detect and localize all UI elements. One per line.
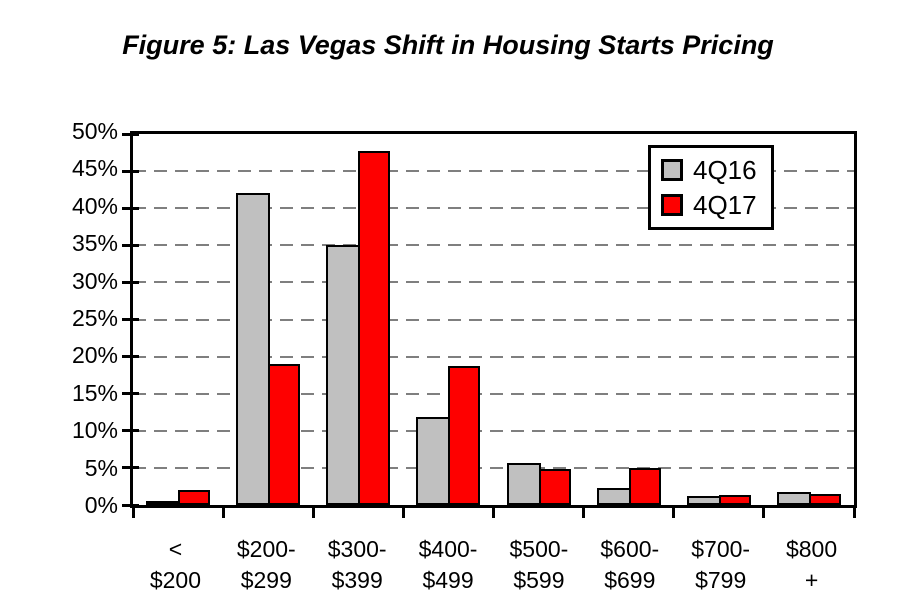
y-axis-label: 40% [71,192,118,219]
gridline [133,207,854,210]
x-category-line1: $800 [785,536,838,562]
legend-item: 4Q16 [661,157,757,183]
y-axis-tick [122,206,139,210]
legend-label: 4Q17 [693,190,757,220]
y-axis-label: 20% [71,342,118,369]
y-axis-label: 25% [71,305,118,331]
legend: 4Q16 4Q17 [648,145,774,230]
bar-4q16 [686,496,721,505]
y-axis-label: 35% [71,230,118,257]
bar-4q16 [236,193,271,505]
x-category-line2: + [804,567,819,593]
bar-4q16 [416,417,451,505]
x-category-line2: $200 [149,567,202,593]
x-category-line1: $400- [418,536,478,562]
y-axis-label: 5% [84,454,118,481]
y-axis-tick [122,169,139,173]
gridline [133,244,854,247]
legend-label: 4Q16 [693,155,757,185]
y-axis-tick [122,243,139,247]
x-category-label: $500- $599 [494,534,585,596]
y-axis-tick [122,355,139,359]
x-axis-labels: < $200 $200- $299 $300- $399 $400- $499 $500- $59… [130,534,857,596]
y-axis-tick [122,466,139,470]
x-category-line2: $599 [513,567,565,593]
bar-4q16 [146,501,181,505]
x-category-label: $600- $699 [584,534,675,596]
x-category-line1: $600- [600,536,660,562]
bar-4q17 [178,490,211,505]
bar-4q16 [326,245,361,505]
x-category-line2: $499 [422,567,474,593]
y-axis-label: 50% [71,118,118,144]
bar-4q17 [358,151,391,505]
legend-item: 4Q17 [661,192,757,218]
x-category-line1: $200- [236,536,296,562]
gridline [133,318,854,321]
bar-4q17 [538,469,571,505]
bar-4q17 [808,494,841,505]
bar-4q16 [506,463,541,505]
x-category-line2: $299 [240,567,292,593]
y-axis-tick [122,318,139,321]
bar-4q17 [268,364,301,505]
plot-area: 4Q16 4Q17 [122,131,857,518]
y-axis-label: 45% [71,155,118,182]
bar-4q17 [448,366,481,505]
gridline [133,466,854,469]
x-axis-tick [401,508,405,518]
bar-4q16 [776,492,811,505]
y-axis-tick [122,503,139,507]
y-axis-label: 10% [71,417,118,444]
gridline [133,392,854,395]
x-axis-tick [672,508,676,518]
x-category-label: $700- $799 [675,534,766,596]
gridline [133,281,854,284]
x-category-label: < $200 [130,534,221,596]
x-axis-tick [131,508,135,518]
y-axis-tick [122,132,139,136]
legend-swatch-4q16 [661,159,683,181]
bar-4q17 [718,495,751,505]
x-category-label: $800 + [766,534,857,596]
y-axis-tick [122,280,139,284]
y-axis-label: 30% [71,267,118,294]
x-category-label: $200- $299 [221,534,312,596]
x-axis-tick [762,508,766,518]
x-category-label: $300- $399 [312,534,403,596]
x-category-line1: $700- [691,536,751,562]
x-category-line1: $500- [509,536,569,562]
gridline [133,170,854,173]
x-axis-tick [582,508,586,518]
x-axis-tick [311,508,315,518]
x-category-line1: $300- [327,536,387,562]
x-axis-tick [852,508,856,518]
y-axis-label: 0% [84,492,118,518]
y-axis-label: 15% [71,379,118,406]
gridline [133,355,854,358]
y-axis-tick [122,392,139,396]
x-category-line2: $799 [695,567,747,593]
x-category-line2: $399 [331,567,383,593]
x-category-line2: $699 [604,567,656,593]
gridline [133,429,854,432]
figure-title: Figure 5: Las Vegas Shift in Housing Sta… [122,30,774,60]
x-category-line1: < [168,536,183,562]
x-axis-tick [492,508,495,518]
bar-4q16 [596,488,631,505]
bar-4q17 [628,468,661,505]
y-axis-tick [122,429,139,433]
x-axis-tick [221,508,225,518]
legend-swatch-4q17 [661,194,683,216]
x-category-label: $400- $499 [403,534,494,596]
